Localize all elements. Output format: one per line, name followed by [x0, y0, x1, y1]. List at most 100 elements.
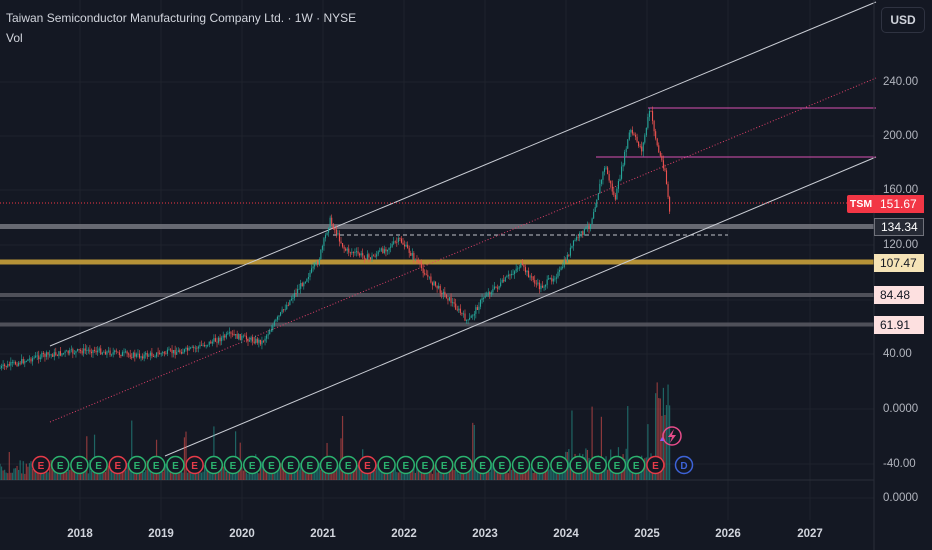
candle-body [269, 331, 271, 335]
earnings-marker[interactable]: E [31, 455, 51, 475]
earnings-marker[interactable]: E [473, 455, 492, 475]
candle-body [196, 347, 198, 349]
candle-body [83, 348, 85, 354]
earnings-marker[interactable]: E [646, 455, 665, 475]
candle-body [162, 352, 164, 354]
candle-body [204, 345, 206, 347]
earnings-marker[interactable]: E [358, 455, 377, 475]
time-axis-label: 2018 [67, 528, 93, 540]
candle-body [543, 286, 545, 288]
candle-body [273, 321, 275, 326]
volume-bar [591, 406, 593, 480]
candle-body [67, 350, 69, 354]
earnings-marker[interactable]: E [300, 455, 320, 475]
volume-bar [297, 465, 299, 480]
dividend-letter: D [680, 461, 687, 472]
volume-bar [478, 471, 480, 480]
currency-button[interactable]: USD [881, 7, 925, 33]
level-band-107 [0, 259, 874, 265]
earnings-marker[interactable]: E [262, 455, 281, 475]
earnings-marker[interactable]: E [242, 455, 262, 475]
candle-body [55, 352, 57, 356]
volume-bar [458, 473, 460, 480]
candle-body [191, 346, 193, 348]
volume-bar [50, 460, 52, 480]
candle-body [143, 354, 145, 359]
earnings-marker[interactable]: E [204, 455, 224, 475]
candle-body [422, 268, 424, 274]
candle-body [436, 285, 438, 289]
earnings-marker[interactable]: E [146, 455, 166, 475]
candle-body [523, 265, 525, 268]
lightning-icon[interactable] [660, 426, 682, 446]
earnings-marker[interactable]: E [166, 455, 185, 475]
dividend-marker[interactable]: D [674, 455, 694, 475]
earnings-marker[interactable]: E [185, 455, 204, 475]
candle-body [35, 355, 37, 358]
earnings-marker[interactable]: E [396, 455, 416, 475]
volume-bar [86, 436, 88, 480]
earnings-marker[interactable]: E [492, 455, 512, 475]
price-axis-label: 120.00 [883, 239, 919, 251]
volume-bar [126, 462, 128, 480]
candle-body [577, 236, 579, 238]
chart-title: Taiwan Semiconductor Manufacturing Compa… [6, 11, 357, 25]
earnings-marker[interactable]: E [338, 455, 358, 475]
candle-body [239, 334, 241, 341]
earnings-marker[interactable]: E [108, 455, 128, 475]
candle-body [284, 309, 286, 311]
candle-body [571, 245, 573, 248]
candle-body [250, 337, 252, 341]
candle-body [574, 240, 576, 241]
earnings-marker[interactable]: E [89, 455, 108, 475]
earnings-marker[interactable]: E [607, 455, 627, 475]
candle-body [1, 365, 3, 368]
earnings-marker[interactable]: E [127, 455, 147, 475]
earnings-marker[interactable]: E [50, 455, 70, 475]
candle-body [219, 337, 221, 342]
earnings-marker[interactable]: E [530, 455, 550, 475]
candle-body [182, 351, 184, 354]
candle-body [95, 350, 97, 353]
candle-body [222, 335, 224, 338]
earnings-letter: E [652, 461, 659, 472]
earnings-marker[interactable]: E [70, 455, 89, 475]
earnings-marker[interactable]: E [550, 455, 569, 475]
earnings-marker[interactable]: E [319, 455, 339, 475]
earnings-marker[interactable]: E [281, 455, 300, 475]
volume-bar [145, 470, 147, 480]
candle-body [394, 241, 396, 243]
candle-body [500, 282, 502, 287]
earnings-marker[interactable]: E [626, 455, 646, 475]
earnings-marker[interactable]: E [434, 455, 454, 475]
candle-body [481, 298, 483, 301]
earnings-marker[interactable]: E [454, 455, 473, 475]
candle-body [569, 247, 571, 256]
volume-bar [343, 471, 345, 480]
volume-bar [512, 463, 514, 480]
volume-bar [186, 472, 189, 480]
earnings-marker[interactable]: E [415, 455, 435, 475]
earnings-letter: E [191, 461, 198, 472]
volume-bar [58, 473, 60, 480]
volume-bar [278, 461, 280, 480]
earnings-letter: E [306, 461, 313, 472]
time-axis-label: 2026 [715, 528, 741, 540]
volume-bar [456, 468, 458, 480]
candle-body [388, 247, 390, 250]
candle-body [549, 278, 551, 279]
volume-bar [526, 465, 528, 480]
earnings-marker[interactable]: E [377, 455, 396, 475]
earnings-marker[interactable]: E [569, 455, 588, 475]
candle-body [376, 254, 378, 257]
candle-body [594, 207, 596, 213]
earnings-marker[interactable]: E [223, 455, 243, 475]
volume-bar [49, 468, 51, 480]
earnings-marker[interactable]: E [511, 455, 531, 475]
earnings-letter: E [230, 461, 237, 472]
earnings-marker[interactable]: E [588, 455, 608, 475]
level-tag-61: 61.91 [874, 316, 924, 334]
